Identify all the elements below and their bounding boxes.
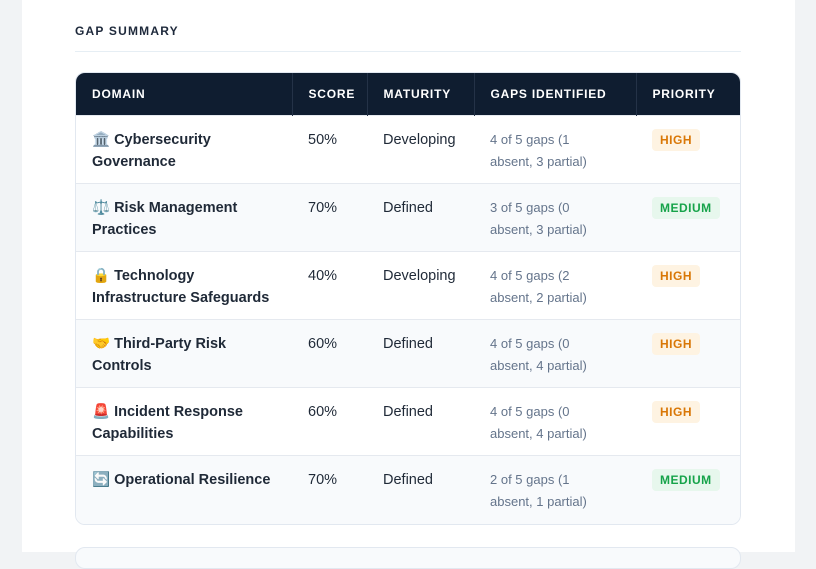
maturity-cell: Developing bbox=[367, 115, 474, 184]
priority-badge: MEDIUM bbox=[652, 197, 720, 219]
score-cell: 40% bbox=[292, 251, 367, 320]
score-cell: 70% bbox=[292, 455, 367, 524]
score-cell: 50% bbox=[292, 115, 367, 184]
table-container: DOMAIN SCORE MATURITY GAPS IDENTIFIED PRIORI… bbox=[75, 72, 741, 525]
priority-cell: HIGH bbox=[636, 115, 740, 184]
gaps-cell: 3 of 5 gaps (0 absent, 3 partial) bbox=[474, 183, 636, 252]
gaps-text: 3 of 5 gaps (0 absent, 3 partial) bbox=[490, 200, 587, 237]
domain-cell: 🔄 Operational Resilience bbox=[76, 455, 292, 524]
priority-badge: HIGH bbox=[652, 265, 700, 287]
gaps-cell: 4 of 5 gaps (2 absent, 2 partial) bbox=[474, 251, 636, 320]
column-header: GAPS IDENTIFIED bbox=[473, 73, 636, 116]
section-title: GAP SUMMARY bbox=[75, 24, 179, 38]
column-header: PRIORITY bbox=[635, 73, 740, 116]
table-body: 🏛️ Cybersecurity Governance 50% Developing… bbox=[76, 115, 740, 524]
table-row: ⚖️ Risk Management Practices 70% Defined 3 … bbox=[76, 183, 740, 252]
table-row: 🏛️ Cybersecurity Governance 50% Developing… bbox=[76, 115, 740, 184]
priority-badge: MEDIUM bbox=[652, 469, 720, 491]
page: GAP SUMMARY DOMAIN SCORE MATURITY GAPS IDEN… bbox=[22, 0, 795, 569]
gap-table: DOMAIN SCORE MATURITY GAPS IDENTIFIED PRIORI… bbox=[76, 73, 740, 524]
priority-cell: HIGH bbox=[636, 387, 740, 456]
gaps-text: 4 of 5 gaps (0 absent, 4 partial) bbox=[490, 404, 587, 441]
table-row: 🚨 Incident Response Capabilities 60% Defin… bbox=[76, 387, 740, 456]
priority-cell: MEDIUM bbox=[636, 455, 740, 524]
gaps-cell: 4 of 5 gaps (0 absent, 4 partial) bbox=[474, 387, 636, 456]
column-header: DOMAIN bbox=[76, 73, 292, 116]
domain-cell: 🔒 Technology Infrastructure Safeguards bbox=[76, 251, 292, 320]
gaps-text: 4 of 5 gaps (1 absent, 3 partial) bbox=[490, 132, 587, 169]
column-header: MATURITY bbox=[366, 73, 474, 116]
domain-cell: 🚨 Incident Response Capabilities bbox=[76, 387, 292, 456]
gaps-cell: 4 of 5 gaps (0 absent, 4 partial) bbox=[474, 319, 636, 388]
table-row: 🤝 Third-Party Risk Controls 60% Defined 4 o… bbox=[76, 319, 740, 388]
next-section bbox=[75, 547, 741, 569]
domain-cell: 🤝 Third-Party Risk Controls bbox=[76, 319, 292, 388]
report-card: GAP SUMMARY DOMAIN SCORE MATURITY GAPS IDEN… bbox=[22, 0, 795, 569]
priority-cell: HIGH bbox=[636, 319, 740, 388]
domain-cell: ⚖️ Risk Management Practices bbox=[76, 183, 292, 252]
priority-badge: HIGH bbox=[652, 401, 700, 423]
gaps-cell: 4 of 5 gaps (1 absent, 3 partial) bbox=[474, 115, 636, 184]
maturity-cell: Defined bbox=[367, 455, 474, 524]
gaps-text: 4 of 5 gaps (2 absent, 2 partial) bbox=[490, 268, 587, 305]
score-cell: 70% bbox=[292, 183, 367, 252]
table-row: 🔄 Operational Resilience 70% Defined 2 of 5… bbox=[76, 455, 740, 524]
priority-cell: MEDIUM bbox=[636, 183, 740, 252]
score-cell: 60% bbox=[292, 387, 367, 456]
gaps-text: 4 of 5 gaps (0 absent, 4 partial) bbox=[490, 336, 587, 373]
priority-badge: HIGH bbox=[652, 129, 700, 151]
table-row: 🔒 Technology Infrastructure Safeguards 40… bbox=[76, 251, 740, 320]
domain-cell: 🏛️ Cybersecurity Governance bbox=[76, 115, 292, 184]
maturity-cell: Defined bbox=[367, 387, 474, 456]
score-cell: 60% bbox=[292, 319, 367, 388]
header-row: DOMAIN SCORE MATURITY GAPS IDENTIFIED PRIORI… bbox=[76, 73, 740, 116]
divider bbox=[75, 51, 741, 52]
column-header: SCORE bbox=[291, 73, 367, 116]
maturity-cell: Defined bbox=[367, 319, 474, 388]
gaps-text: 2 of 5 gaps (1 absent, 1 partial) bbox=[490, 472, 587, 509]
maturity-cell: Developing bbox=[367, 251, 474, 320]
priority-badge: HIGH bbox=[652, 333, 700, 355]
maturity-cell: Defined bbox=[367, 183, 474, 252]
gaps-cell: 2 of 5 gaps (1 absent, 1 partial) bbox=[474, 455, 636, 524]
priority-cell: HIGH bbox=[636, 251, 740, 320]
